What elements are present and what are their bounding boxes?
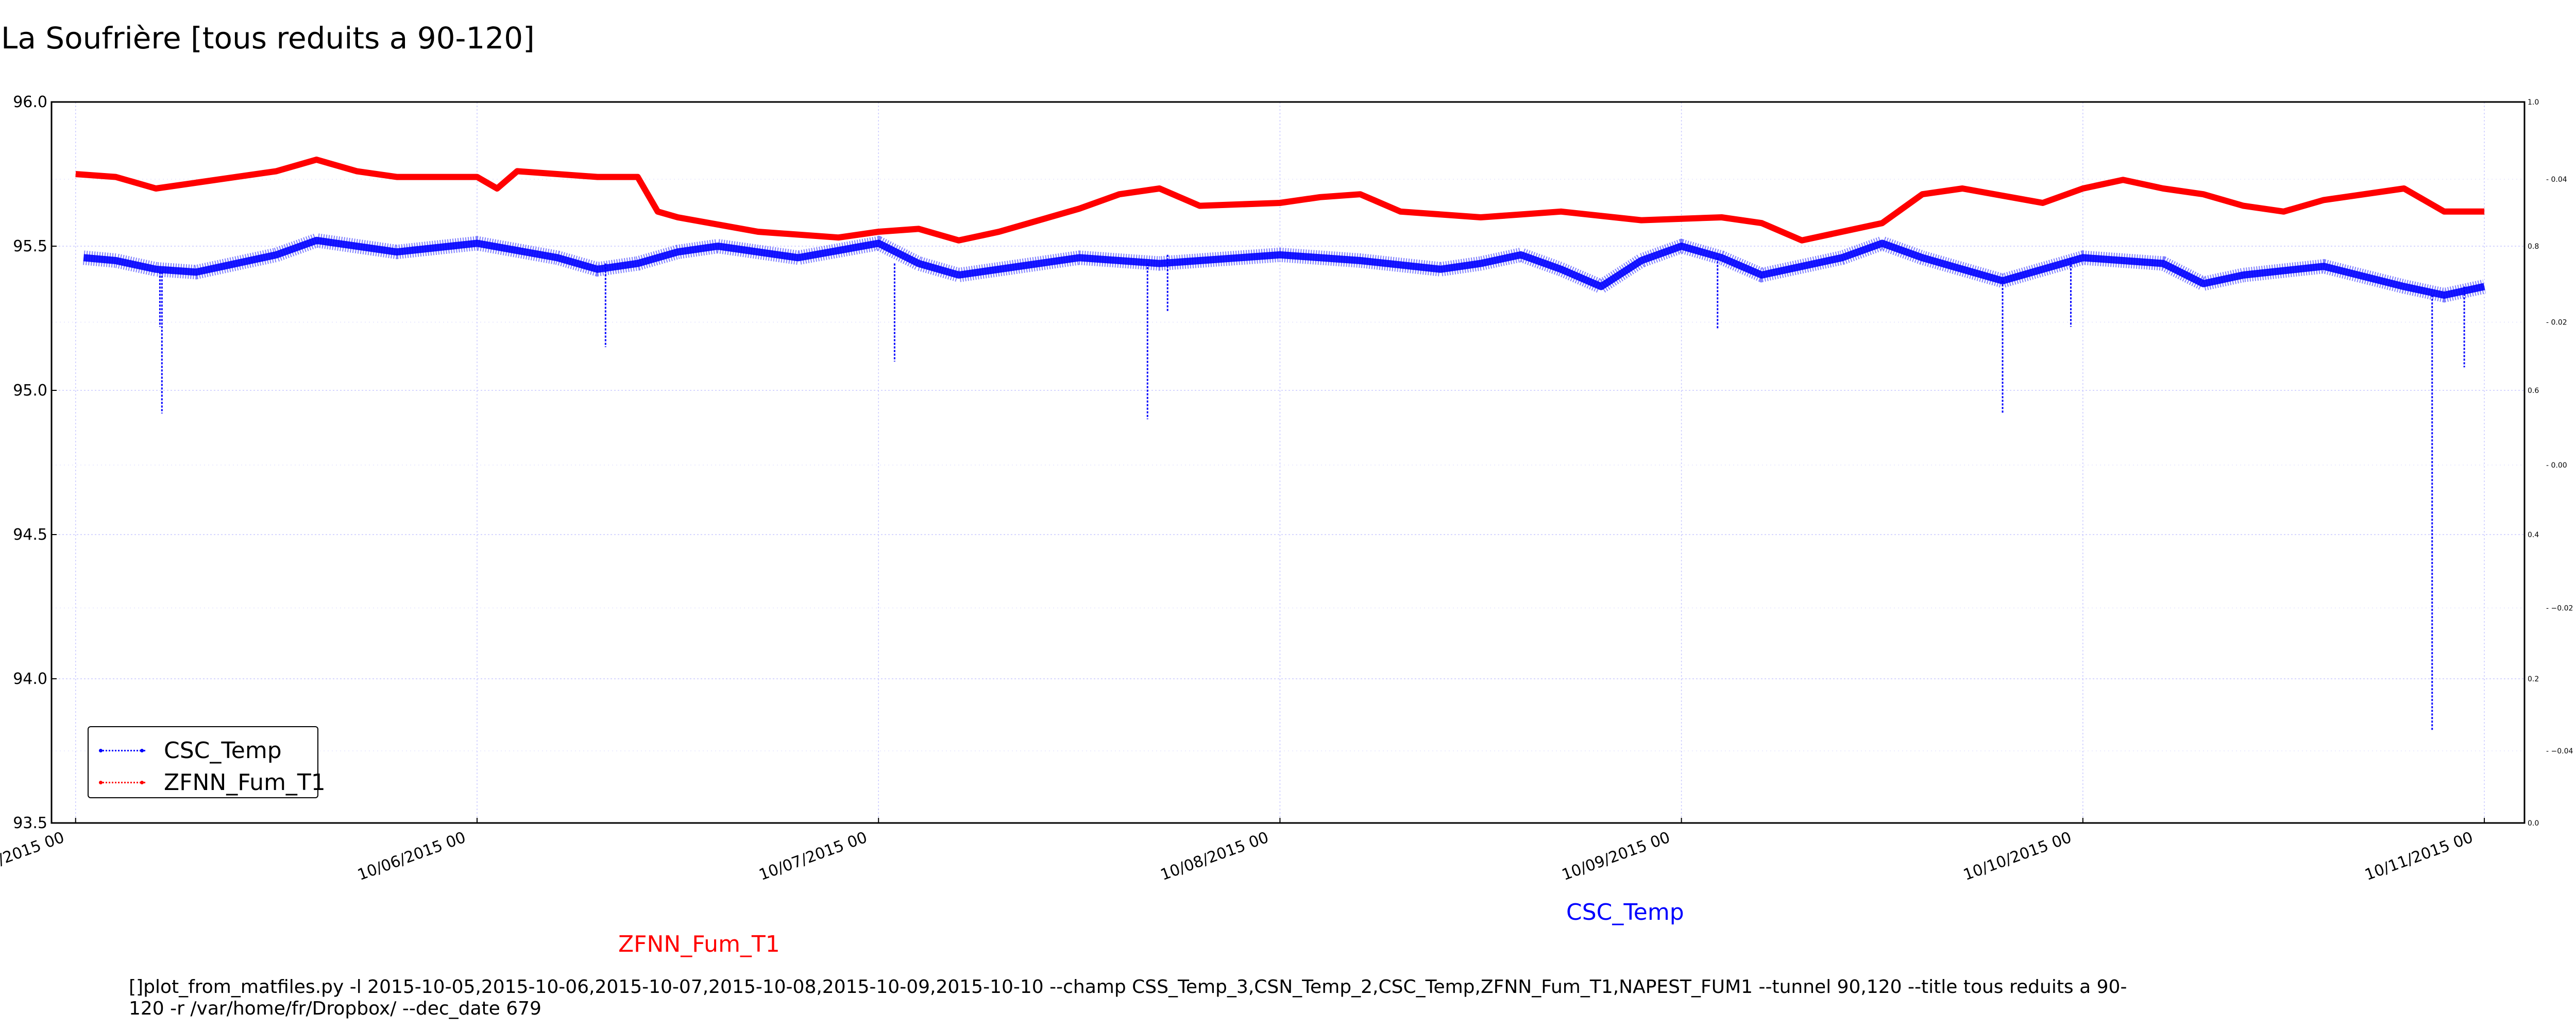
y3-tick-label: - 0.04 [2546,176,2567,184]
y-tick-label: 93.5 [13,814,47,832]
y3-tick-label: - −0.04 [2546,747,2573,756]
legend-item-csc: CSC_Temp [99,737,282,764]
y2-tick-label: 0.8 [2528,243,2539,251]
y-tick-label: 96.0 [13,93,47,111]
y2-tick-label: 0.0 [2528,819,2539,828]
x-tick-label: 10/07/2015 00 [757,829,870,884]
y-tick-label: 94.0 [13,670,47,688]
y3-tick-label: - 0.00 [2546,461,2567,470]
x-tick-label: 10/09/2015 00 [1560,829,1672,884]
y2-tick-label: 0.2 [2528,675,2539,683]
x-tick-label: 10/08/2015 00 [1158,829,1271,884]
legend-swatch-zfnn [99,780,145,784]
y3-tick-label: - −0.02 [2546,605,2573,613]
legend: CSC_Temp ZFNN_Fum_T1 [88,726,326,798]
y-tick-label: 95.5 [13,237,47,255]
legend-item-zfnn: ZFNN_Fum_T1 [99,769,326,796]
x-tick-label: 10/06/2015 00 [355,829,468,884]
legend-label-csc: CSC_Temp [164,737,282,764]
series-zfnn_fum_t1 [75,157,2485,244]
legend-swatch-csc [99,748,145,752]
series-label-csc: CSC_Temp [1566,899,1684,925]
x-tick-label: 10/05/2015 00 [0,829,66,884]
series-label-zfnn: ZFNN_Fum_T1 [618,931,780,957]
series-group [75,157,2486,731]
legend-label-zfnn: ZFNN_Fum_T1 [164,769,326,796]
y2-tick-label: 0.4 [2528,531,2539,539]
plot-frame [50,101,2526,824]
gridlines [52,101,2524,823]
command-line-text: []plot_from_matfiles.py -l 2015-10-05,20… [129,976,2127,1019]
y-tick-label: 94.5 [13,526,47,544]
chart-title: La Soufrière [tous reduits a 90-120] [1,21,535,56]
y2-tick-label: 0.6 [2528,387,2539,395]
series-line-zfnn_fum_t1 [75,157,2485,244]
y3-tick-label: - 0.02 [2546,319,2567,327]
series-csc_temp [83,233,2486,731]
y-tick-label: 95.0 [13,382,47,400]
axis-ticks: 10/05/2015 00 10/06/2015 00 10/07/2015 00 1… [0,93,2573,884]
y2-tick-label: 1.0 [2528,98,2539,107]
series-noise-csc_temp [83,233,2486,303]
x-tick-label: 10/10/2015 00 [1961,829,2074,884]
x-tick-label: 10/11/2015 00 [2363,829,2476,884]
